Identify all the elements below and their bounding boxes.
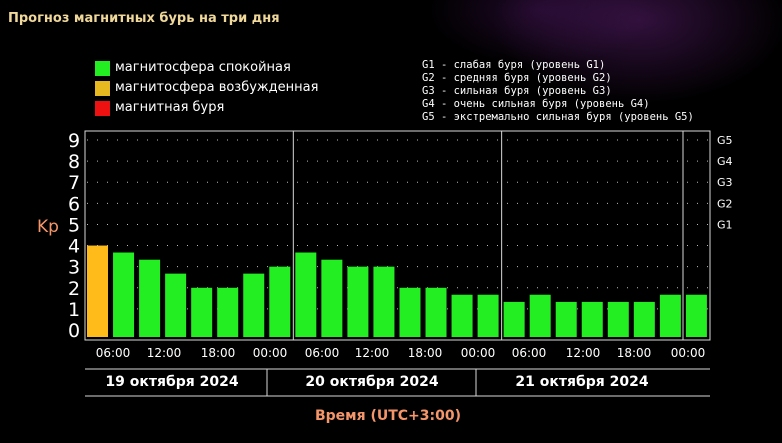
x-tick-label: 12:00 [147,346,182,360]
kp-bar [503,301,525,337]
kp-bar [373,266,395,337]
kp-bar [581,301,603,337]
legend-label-quiet: магнитосфера спокойная [115,60,291,75]
kp-bar [529,294,551,337]
y-tick-label: 4 [68,236,80,258]
kp-bar [555,301,577,337]
g-tick-label: G2 [717,197,733,210]
g-level-2-description: G2 - средняя буря (уровень G2) [422,72,612,84]
kp-bar [451,294,473,337]
kp-bar [399,287,421,337]
g-level-4-description: G4 - очень сильная буря (уровень G4) [422,98,650,110]
g-tick-label: G4 [717,155,733,168]
legend-label-storm: магнитная буря [115,100,225,115]
legend-label-active: магнитосфера возбужденная [115,80,319,95]
kp-bar [217,287,239,337]
x-tick-label: 00:00 [461,346,496,360]
g-level-5-description: G5 - экстремально сильная буря (уровень … [422,111,694,123]
kp-bar [477,294,499,337]
kp-bar [321,259,343,337]
x-tick-label: 00:00 [253,346,288,360]
kp-bar [87,245,108,337]
kp-bar [295,252,317,337]
kp-bar [139,259,161,337]
y-tick-label: 0 [68,320,80,342]
legend-swatch-quiet [95,61,110,76]
kp-bar [165,273,187,337]
legend-swatch-storm [95,101,110,116]
x-tick-label: 00:00 [671,346,706,360]
kp-bar [347,266,369,337]
day-label: 19 октября 2024 [105,374,238,390]
y-axis-label: Kp [37,217,59,237]
y-tick-label: 8 [68,151,80,173]
g-tick-label: G5 [717,134,733,147]
x-tick-label: 06:00 [305,346,340,360]
kp-bar [113,252,135,337]
g-level-1-description: G1 - слабая буря (уровень G1) [422,59,606,71]
x-tick-label: 18:00 [408,346,443,360]
y-tick-label: 6 [68,193,80,215]
kp-bar [191,287,213,337]
y-tick-label: 2 [68,278,80,300]
x-tick-label: 12:00 [355,346,390,360]
g-tick-label: G3 [717,176,733,189]
y-tick-label: 1 [68,299,80,321]
kp-bar [425,287,447,337]
x-tick-label: 18:00 [617,346,652,360]
x-axis-label: Время (UTC+3:00) [315,408,461,424]
legend-swatch-active [95,81,110,96]
y-tick-label: 9 [68,130,80,152]
kp-bar [269,266,291,337]
x-tick-label: 06:00 [96,346,131,360]
g-tick-label: G1 [717,218,733,231]
page-title: Прогноз магнитных бурь на три дня [8,11,280,26]
y-tick-label: 7 [68,172,80,194]
x-tick-label: 06:00 [512,346,547,360]
kp-bar [685,294,707,337]
kp-bar [607,301,629,337]
plot-frame [84,130,711,341]
kp-bar [633,301,655,337]
y-tick-label: 3 [68,257,80,279]
x-tick-label: 18:00 [201,346,236,360]
kp-bar [659,294,681,337]
day-label: 20 октября 2024 [305,374,438,390]
day-label: 21 октября 2024 [515,374,648,390]
kp-bar [243,273,265,337]
g-level-3-description: G3 - сильная буря (уровень G3) [422,85,612,97]
x-tick-label: 12:00 [566,346,601,360]
y-tick-label: 5 [68,214,80,236]
